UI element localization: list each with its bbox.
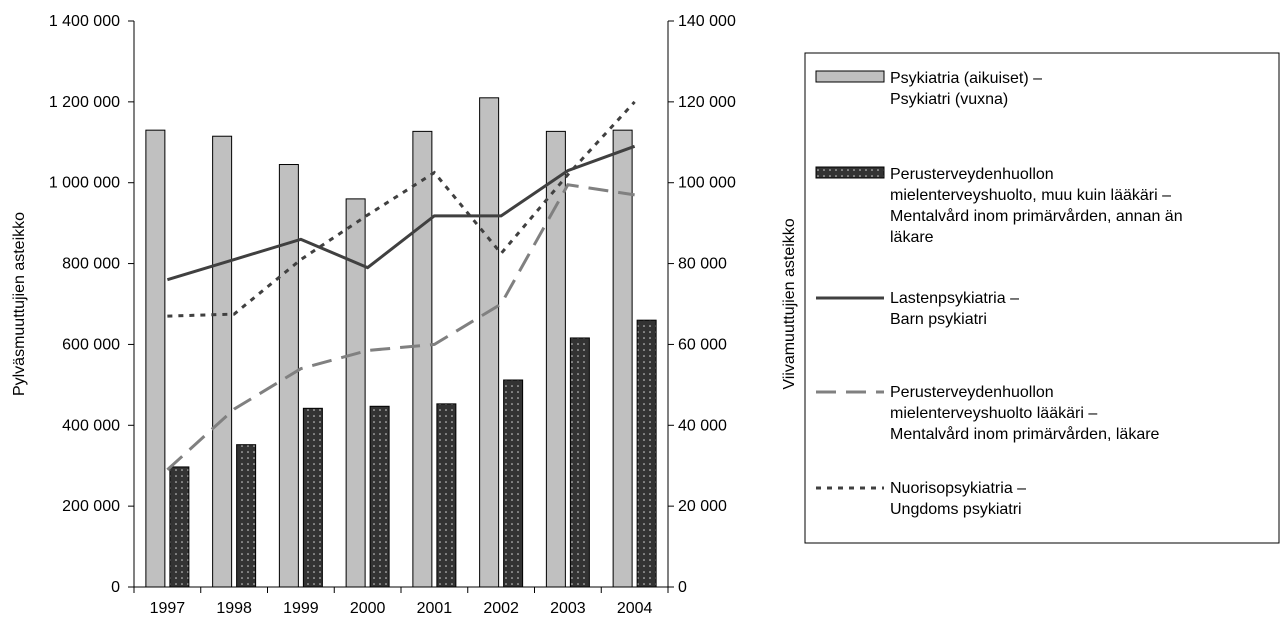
legend-entry-nuorisopsykiatria: Nuorisopsykiatria – Ungdoms psykiatri bbox=[816, 480, 1026, 518]
legend-label: Perusterveydenhuollon bbox=[890, 166, 1054, 183]
left-tick-label: 400 000 bbox=[62, 417, 120, 434]
x-tick-label-1997: 1997 bbox=[150, 600, 186, 617]
legend-label: Perusterveydenhuollon bbox=[890, 384, 1054, 401]
x-tick-label-2001: 2001 bbox=[417, 600, 453, 617]
legend-swatch bbox=[815, 166, 885, 179]
left-tick-label: 1 000 000 bbox=[49, 175, 120, 192]
left-axis-title: Pylväsmuuttujien asteikko bbox=[11, 212, 28, 396]
legend-entry-lastenpsykiatria: Lastenpsykiatria – Barn psykiatri bbox=[816, 290, 1019, 328]
x-tick-label-1998: 1998 bbox=[216, 600, 252, 617]
right-tick-label: 140 000 bbox=[678, 13, 736, 30]
bar-psykiatria-aikuiset-2000 bbox=[345, 198, 366, 588]
bar-perusterveydenhuolto-muu-1998 bbox=[236, 444, 257, 588]
line-perusterveydenhuolto-laakari bbox=[166, 183, 635, 471]
legend-label: Psykiatria (aikuiset) – bbox=[890, 70, 1042, 87]
legend-label: mielenterveyshuolto lääkäri – bbox=[890, 405, 1097, 422]
legend-label: Barn psykiatri bbox=[890, 311, 987, 328]
right-tick-label: 100 000 bbox=[678, 175, 736, 192]
bar-perusterveydenhuolto-muu-2002 bbox=[503, 379, 524, 588]
right-tick-label: 60 000 bbox=[678, 336, 727, 353]
right-tick-label: 40 000 bbox=[678, 417, 727, 434]
x-tick-label-2004: 2004 bbox=[617, 600, 653, 617]
legend-entry-perusterveydenhuolto-muu: Perusterveydenhuollon mielenterveyshuolto… bbox=[815, 166, 1183, 246]
legend-label: mielenterveyshuolto, muu kuin lääkäri – bbox=[890, 187, 1171, 204]
bar-psykiatria-aikuiset-1997 bbox=[145, 129, 166, 588]
bar-psykiatria-aikuiset-1998 bbox=[212, 135, 233, 588]
bar-perusterveydenhuolto-muu-2004 bbox=[636, 319, 657, 588]
bar-perusterveydenhuolto-muu-2003 bbox=[569, 337, 590, 588]
legend-label: Lastenpsykiatria – bbox=[890, 290, 1019, 307]
bar-psykiatria-aikuiset-2004 bbox=[612, 129, 633, 588]
x-tick-label-2000: 2000 bbox=[350, 600, 386, 617]
line-lastenpsykiatria bbox=[166, 144, 636, 282]
left-tick-label: 200 000 bbox=[62, 498, 120, 515]
bar-psykiatria-aikuiset-2001 bbox=[412, 130, 433, 588]
legend-label: Ungdoms psykiatri bbox=[890, 501, 1022, 518]
bar-psykiatria-aikuiset-2002 bbox=[479, 97, 500, 588]
x-tick-label-2003: 2003 bbox=[550, 600, 586, 617]
legend-entry-psykiatria-aikuiset: Psykiatria (aikuiset) – Psykiatri (vuxna) bbox=[815, 70, 1042, 108]
legend-label: Mentalvård inom primärvården, läkare bbox=[890, 425, 1160, 443]
bar-perusterveydenhuolto-muu-1997 bbox=[169, 466, 190, 588]
legend-label: Psykiatri (vuxna) bbox=[890, 91, 1008, 108]
right-tick-label: 0 bbox=[678, 579, 687, 596]
x-tick-label-1999: 1999 bbox=[283, 600, 319, 617]
left-tick-label: 800 000 bbox=[62, 256, 120, 273]
left-tick-label: 0 bbox=[111, 579, 120, 596]
right-axis-title: Viivamuuttujien asteikko bbox=[781, 218, 798, 389]
right-tick-label: 20 000 bbox=[678, 498, 727, 515]
legend-label: läkare bbox=[890, 229, 934, 246]
axes: 0 200 000 400 000 600 000 800 000 1 000 000 1 … bbox=[11, 13, 798, 617]
left-tick-label: 1 400 000 bbox=[49, 13, 120, 30]
bar-psykiatria-aikuiset-2003 bbox=[545, 130, 566, 588]
legend: Psykiatria (aikuiset) – Psykiatri (vuxna)… bbox=[804, 52, 1280, 544]
legend-swatch bbox=[815, 70, 885, 83]
legend-label: Nuorisopsykiatria – bbox=[890, 480, 1026, 497]
x-tick-label-2002: 2002 bbox=[483, 600, 519, 617]
plot-area bbox=[145, 97, 657, 588]
legend-label: Mentalvård inom primärvården, annan än bbox=[890, 207, 1183, 225]
legend-entry-perusterveydenhuolto-laakari: Perusterveydenhuollon mielenterveyshuolto… bbox=[816, 384, 1160, 443]
left-tick-label: 600 000 bbox=[62, 336, 120, 353]
bar-perusterveydenhuolto-muu-1999 bbox=[302, 407, 323, 588]
left-tick-label: 1 200 000 bbox=[49, 94, 120, 111]
line-nuorisopsykiatria bbox=[167, 100, 636, 318]
bar-perusterveydenhuolto-muu-2001 bbox=[436, 403, 457, 588]
right-tick-label: 120 000 bbox=[678, 94, 736, 111]
bar-perusterveydenhuolto-muu-2000 bbox=[369, 405, 390, 588]
right-tick-label: 80 000 bbox=[678, 256, 727, 273]
